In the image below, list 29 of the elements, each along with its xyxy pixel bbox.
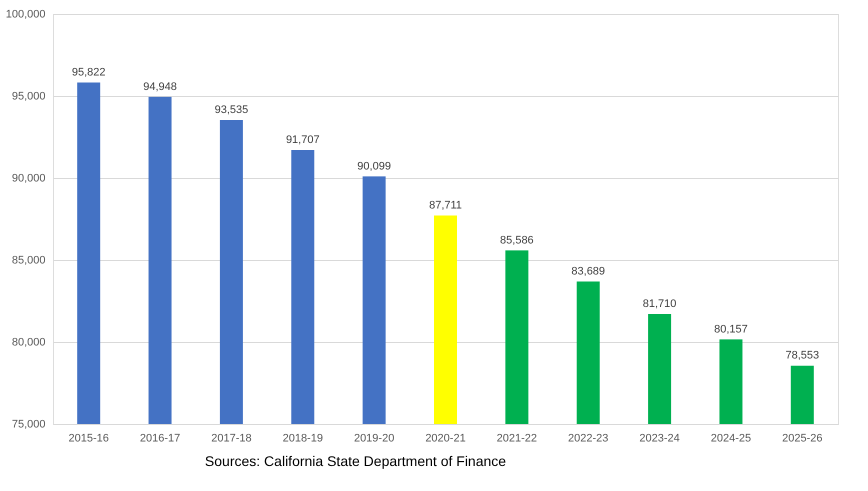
source-note: Sources: California State Department of Finance [204, 453, 506, 469]
x-tick-label: 2019-20 [354, 432, 394, 444]
data-label: 90,099 [357, 160, 391, 172]
y-tick-label: 80,000 [12, 336, 46, 348]
data-label: 85,586 [500, 234, 534, 246]
x-tick-label: 2020-21 [425, 432, 466, 444]
y-tick-label: 100,000 [6, 8, 46, 20]
y-tick-label: 75,000 [12, 418, 46, 430]
x-tick-label: 2017-18 [211, 432, 252, 444]
y-tick-label: 95,000 [12, 90, 46, 102]
x-tick-label: 2018-19 [282, 432, 323, 444]
data-label: 91,707 [286, 134, 320, 146]
x-tick-label: 2022-23 [568, 432, 608, 444]
data-label: 93,535 [214, 104, 248, 116]
x-tick-label: 2015-16 [68, 432, 109, 444]
data-label: 83,689 [571, 266, 606, 278]
y-tick-label: 85,000 [12, 254, 46, 266]
x-tick-label: 2025-26 [782, 432, 823, 444]
data-label: 81,710 [642, 298, 676, 310]
x-tick-label: 2016-17 [140, 432, 180, 444]
data-label: 87,711 [429, 200, 462, 212]
x-tick-label: 2021-22 [496, 432, 538, 444]
data-label: 95,822 [72, 66, 106, 79]
y-tick-label: 90,000 [12, 172, 46, 184]
x-tick-label: 2024-25 [710, 432, 752, 444]
data-label: 78,553 [785, 350, 820, 362]
x-tick-label: 2023-24 [639, 432, 680, 444]
data-label: 94,948 [143, 80, 177, 93]
data-label: 80,157 [714, 323, 748, 336]
